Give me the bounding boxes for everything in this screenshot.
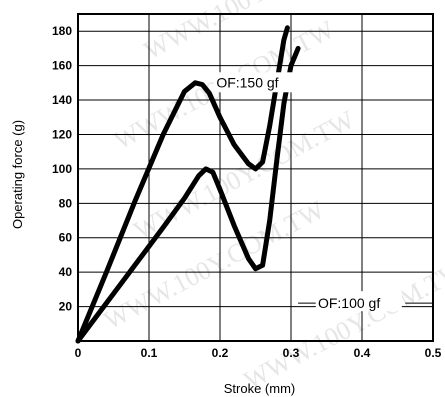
plot-frame	[77, 13, 434, 342]
x-tick-label: 0.4	[354, 346, 371, 360]
x-tick-label: 0.3	[283, 346, 300, 360]
x-tick-label: 0.2	[212, 346, 229, 360]
watermark-text: WWW.100Y.COM.TW	[239, 255, 445, 396]
series-line-1	[75, 25, 290, 344]
y-tick-label: 140	[52, 93, 72, 107]
y-tick-label: 20	[59, 300, 73, 314]
x-tick-label: 0.1	[141, 346, 158, 360]
y-tick-label: 40	[59, 265, 73, 279]
series-lines	[75, 25, 301, 344]
grid-lines	[78, 14, 433, 341]
y-tick-label: 180	[52, 24, 72, 38]
annotation-of150: OF:150 gf	[216, 74, 278, 90]
annotation-box	[315, 291, 402, 312]
x-tick-labels: 0 0.1 0.2 0.3 0.4 0.5	[75, 346, 442, 360]
x-tick-label: 0.5	[425, 346, 442, 360]
y-axis-title: Operating force (g)	[10, 120, 25, 229]
annotation-of100: OF:100 gf	[318, 295, 380, 311]
y-tick-label: 80	[59, 196, 73, 210]
y-tick-label: 60	[59, 231, 73, 245]
annotations: OF:150 gf OF:100 gf	[213, 72, 433, 312]
x-axis-title: Stroke (mm)	[224, 381, 296, 396]
y-tick-label: 120	[52, 127, 72, 141]
annotation-box	[213, 72, 296, 93]
y-tick-label: 160	[52, 59, 72, 73]
y-tick-labels: 20 40 60 80 100 120 140 160 180	[52, 24, 72, 313]
series-line-2	[75, 45, 301, 344]
x-tick-label: 0	[75, 346, 82, 360]
y-tick-label: 100	[52, 162, 72, 176]
